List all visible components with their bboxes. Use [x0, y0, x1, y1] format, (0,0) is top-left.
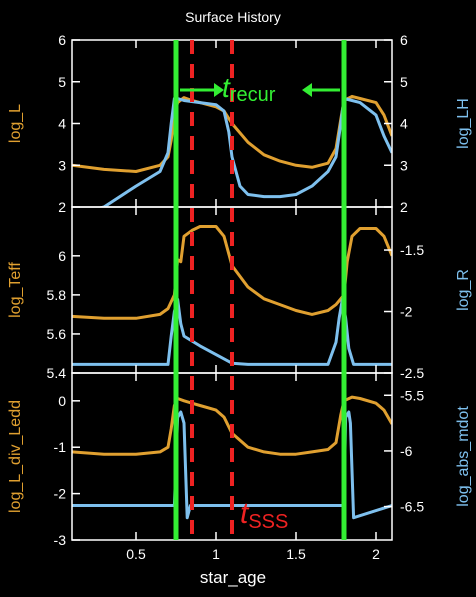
left-tick-label: 6	[58, 248, 66, 264]
left-axis-label: log_Teff	[7, 262, 24, 318]
x-axis-label: star_age	[200, 568, 266, 587]
right-tick-label: 6	[400, 32, 408, 48]
left-tick-label: 5.8	[47, 287, 67, 303]
x-tick-label: 0.5	[126, 546, 146, 562]
left-tick-label: -2	[54, 486, 67, 502]
x-tick-label: 2	[372, 546, 380, 562]
panel-top: 2 3 4 5 6 2 3 4 5 6 log_L log_LH	[7, 32, 472, 215]
t-recur-base: t	[222, 72, 231, 103]
left-tick-label: -1	[54, 439, 67, 455]
series-line-log_L_div_Ledd	[72, 395, 392, 456]
panel-bottom: -3 -2 -1 0 -6.5 -6 -5.5 log_L_div_Ledd log_abs_m…	[7, 372, 472, 562]
right-axis-label: log_LH	[455, 98, 472, 149]
right-tick-label: 4	[400, 116, 408, 132]
right-tick-label: 2	[400, 199, 408, 215]
left-tick-label: 2	[58, 199, 66, 215]
t-recur-label: trecur	[222, 72, 276, 106]
right-tick-label: 3	[400, 157, 408, 173]
right-tick-label: -1.5	[400, 242, 424, 258]
right-tick-label: 5	[400, 74, 408, 90]
left-axis-label: log_L_div_Ledd	[7, 400, 24, 513]
series-line-log_LH	[98, 97, 392, 207]
x-tick-label: 1	[212, 546, 220, 562]
left-tick-label: 5.4	[47, 365, 67, 381]
left-tick-label: 5.6	[47, 326, 67, 342]
series-line-log_Teff	[72, 225, 392, 320]
right-tick-label: -2	[400, 304, 413, 320]
left-tick-label: -3	[54, 532, 67, 548]
right-tick-label: -5.5	[400, 387, 424, 403]
t-sss-label: tSSS	[240, 497, 288, 533]
panel-frame	[71, 372, 393, 541]
left-tick-label: 4	[58, 116, 66, 132]
left-tick-label: 3	[58, 157, 66, 173]
left-axis-label: log_L	[7, 104, 24, 143]
t-recur-sub: recur	[230, 84, 276, 106]
chart-title: Surface History	[185, 9, 281, 25]
recur-arrow-right-head	[302, 83, 312, 97]
left-tick-label: 0	[58, 393, 66, 409]
recur-arrow-left-head	[214, 83, 224, 97]
left-tick-label: 6	[58, 32, 66, 48]
t-sss-sub: SSS	[248, 511, 288, 533]
right-axis-label: log_abs_mdot	[455, 406, 472, 507]
right-tick-label: -6.5	[400, 499, 424, 515]
x-tick-label: 1.5	[286, 546, 306, 562]
right-axis-label: log_R	[455, 269, 472, 311]
left-tick-label: 5	[58, 74, 66, 90]
series-line-log_abs_mdot	[72, 410, 392, 520]
t-sss-base: t	[240, 497, 250, 530]
right-tick-label: -2.5	[400, 365, 424, 381]
right-tick-label: -6	[400, 443, 413, 459]
